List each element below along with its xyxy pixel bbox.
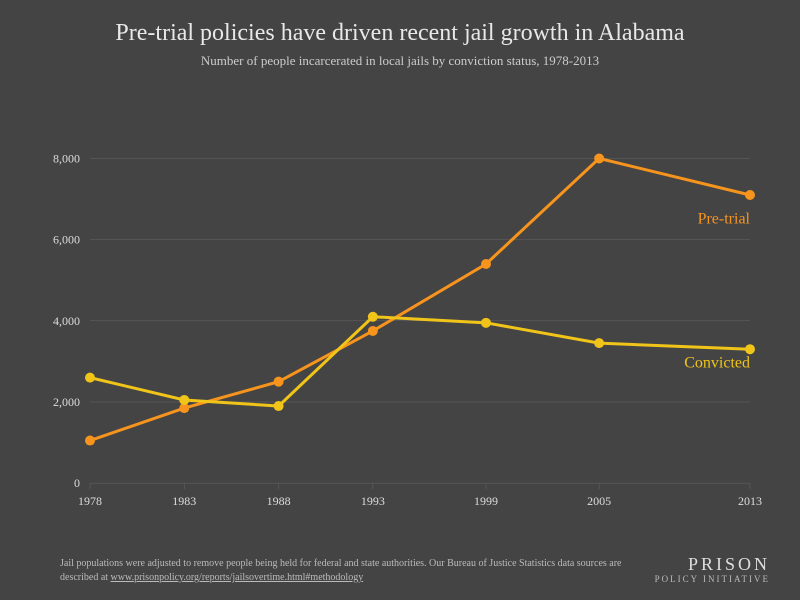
svg-text:8,000: 8,000 xyxy=(53,151,80,165)
chart-area: 0 2,000 4,000 6,000 8,000 1978 1983 1988 1993 199… xyxy=(30,89,770,547)
svg-text:2,000: 2,000 xyxy=(53,395,80,409)
chart-container: Pre-trial policies have driven recent ja… xyxy=(0,0,800,600)
svg-text:6,000: 6,000 xyxy=(53,233,80,247)
svg-text:2013: 2013 xyxy=(738,494,762,508)
svg-text:1993: 1993 xyxy=(361,494,385,508)
footnote: Jail populations were adjusted to remove… xyxy=(30,557,635,585)
svg-text:0: 0 xyxy=(74,476,80,490)
svg-text:1983: 1983 xyxy=(172,494,196,508)
chart-subtitle: Number of people incarcerated in local j… xyxy=(30,53,770,69)
svg-text:Convicted: Convicted xyxy=(684,354,750,371)
logo-bottom: POLICY INITIATIVE xyxy=(655,575,770,585)
logo: PRISON POLICY INITIATIVE xyxy=(655,555,770,585)
line-chart-svg: 0 2,000 4,000 6,000 8,000 1978 1983 1988 1993 199… xyxy=(30,89,770,547)
svg-text:1999: 1999 xyxy=(474,494,498,508)
footnote-link[interactable]: www.prisonpolicy.org/reports/jailsoverti… xyxy=(111,572,364,583)
logo-top: PRISON xyxy=(655,555,770,575)
svg-text:4,000: 4,000 xyxy=(53,314,80,328)
svg-text:1988: 1988 xyxy=(267,494,291,508)
chart-title: Pre-trial policies have driven recent ja… xyxy=(30,20,770,47)
svg-text:Pre-trial: Pre-trial xyxy=(698,210,751,227)
footer: Jail populations were adjusted to remove… xyxy=(30,555,770,585)
svg-text:2005: 2005 xyxy=(587,494,611,508)
svg-text:1978: 1978 xyxy=(78,494,102,508)
